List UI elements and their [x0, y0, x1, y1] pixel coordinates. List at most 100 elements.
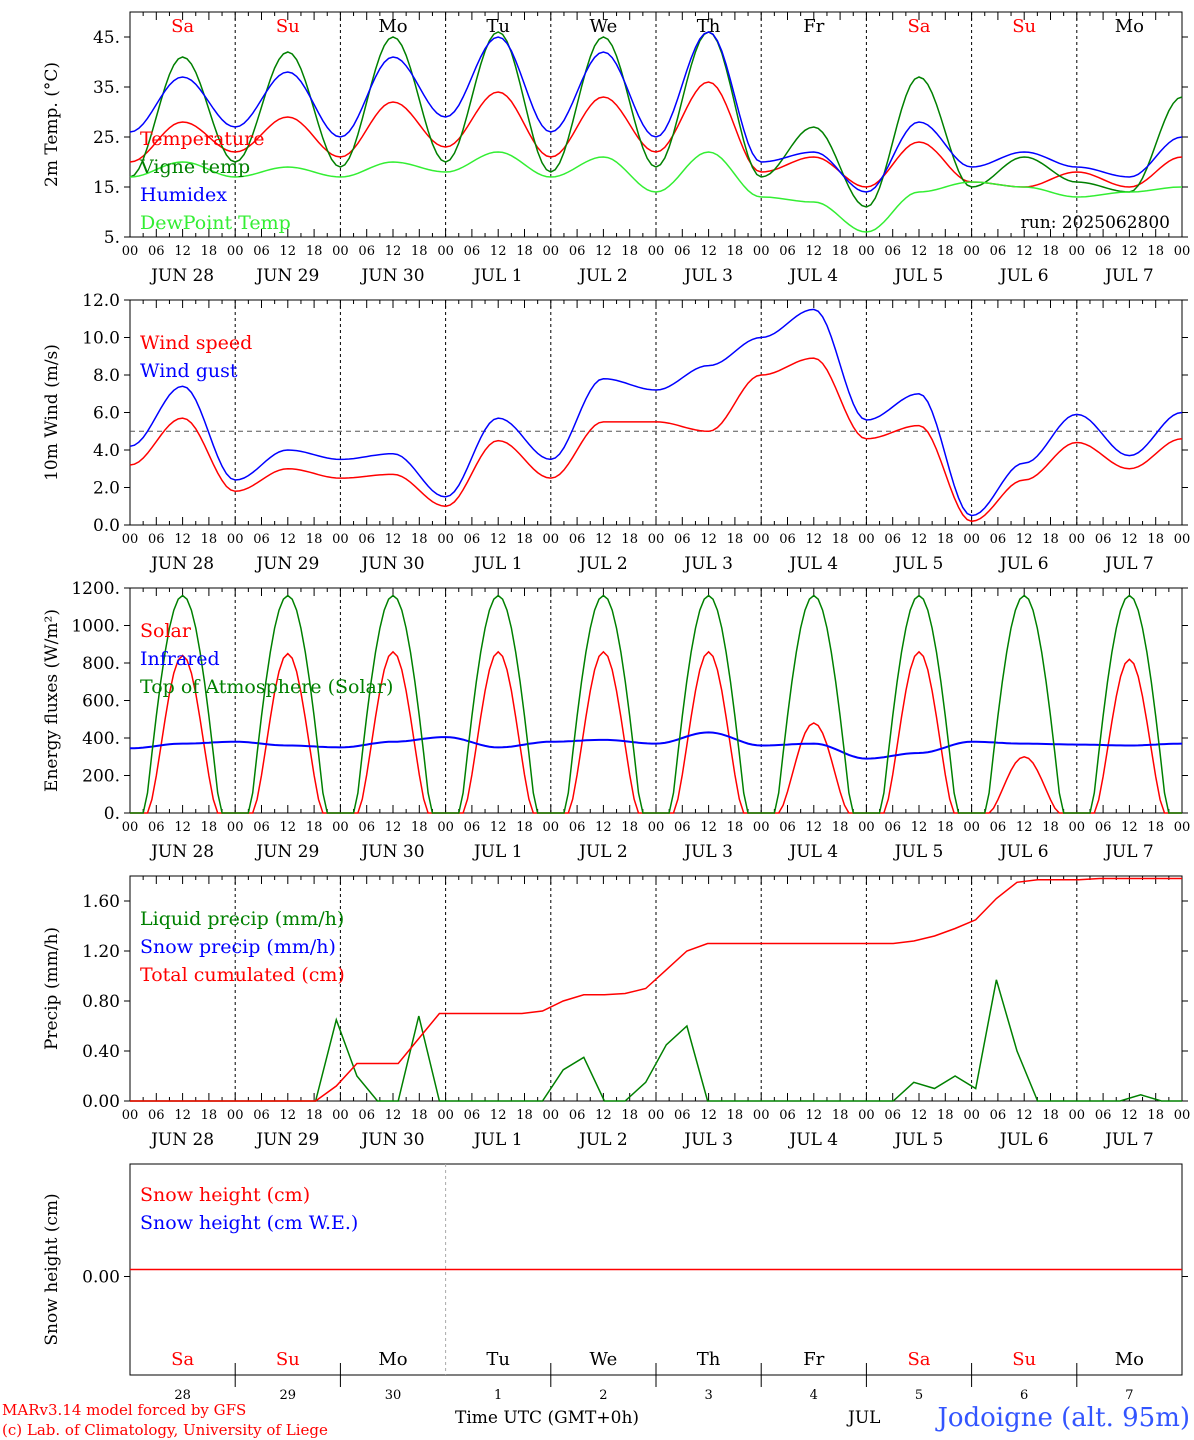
legend-entry: DewPoint Temp	[140, 212, 291, 234]
date-label: JUL 7	[1103, 266, 1154, 286]
hour-label: 06	[253, 532, 270, 547]
hour-label: 18	[937, 244, 954, 259]
date-label: JUL 2	[577, 554, 628, 574]
hour-label: 06	[990, 532, 1007, 547]
hour-label: 18	[1147, 820, 1164, 835]
hour-label: 00	[543, 532, 560, 547]
day-name: Tu	[486, 1349, 510, 1370]
date-label: JUN 29	[254, 266, 319, 286]
hour-label: 06	[253, 1108, 270, 1123]
hour-label: 00	[332, 244, 349, 259]
hour-label: 18	[832, 244, 849, 259]
hour-label: 18	[306, 820, 323, 835]
date-label: JUL 3	[682, 1130, 733, 1150]
hour-label: 06	[569, 1108, 586, 1123]
lab-credit: (c) Lab. of Climatology, University of L…	[2, 1421, 328, 1439]
hour-label: 12	[385, 820, 402, 835]
hour-label: 00	[858, 532, 875, 547]
hour-label: 06	[674, 532, 691, 547]
day-name: Sa	[171, 1349, 194, 1370]
day-name: Th	[697, 1349, 721, 1370]
date-label: JUL 5	[893, 842, 944, 862]
day-name: Mo	[378, 1349, 407, 1370]
time-axis-label: Time UTC (GMT+0h)	[455, 1408, 639, 1428]
hour-label: 00	[753, 820, 770, 835]
day-name: Fr	[803, 16, 824, 37]
legend-entry: Snow height (cm)	[140, 1184, 310, 1206]
day-number: 6	[1020, 1388, 1028, 1403]
hour-label: 06	[464, 244, 481, 259]
day-name: Su	[1012, 1349, 1036, 1370]
panel-5	[124, 1163, 1188, 1387]
date-label: JUN 30	[359, 1130, 424, 1150]
hour-label: 18	[832, 820, 849, 835]
hour-label: 06	[253, 820, 270, 835]
hour-label: 06	[569, 244, 586, 259]
y-tick-label: 5.	[104, 228, 120, 248]
hour-label: 12	[280, 1108, 297, 1123]
hour-label: 12	[1016, 820, 1033, 835]
hour-label: 12	[806, 1108, 823, 1123]
series-line-1	[129, 308, 1183, 517]
hour-label: 00	[227, 820, 244, 835]
hour-label: 12	[911, 1108, 928, 1123]
y-tick-label: 200.	[82, 767, 120, 787]
hour-label: 12	[1121, 244, 1138, 259]
hour-label: 18	[1147, 244, 1164, 259]
hour-label: 12	[806, 820, 823, 835]
date-label: JUL 6	[998, 1130, 1049, 1150]
hour-label: 06	[148, 244, 165, 259]
hour-label: 06	[779, 532, 796, 547]
hour-label: 06	[990, 820, 1007, 835]
day-number: 30	[385, 1388, 402, 1403]
legend-entry: Total cumulated (cm)	[140, 964, 345, 986]
date-label: JUN 29	[254, 554, 319, 574]
hour-label: 18	[201, 1108, 218, 1123]
series-line-0	[129, 357, 1183, 523]
run-label: run: 2025062800	[1021, 213, 1170, 233]
panel-2	[124, 299, 1188, 526]
day-number: 28	[174, 1388, 191, 1403]
y-axis-label: Precip (mm/h)	[42, 927, 62, 1050]
y-tick-label: 45.	[93, 28, 120, 48]
y-tick-label: 2.0	[93, 479, 120, 499]
y-tick-label: 0.	[104, 804, 120, 824]
hour-label: 00	[1174, 1108, 1191, 1123]
hour-label: 00	[543, 244, 560, 259]
y-axis-label: Snow height (cm)	[42, 1193, 62, 1345]
hour-label: 06	[779, 244, 796, 259]
hour-label: 06	[464, 532, 481, 547]
hour-label: 06	[884, 244, 901, 259]
hour-label: 06	[674, 820, 691, 835]
date-label: JUN 30	[359, 266, 424, 286]
hour-label: 06	[464, 1108, 481, 1123]
series-line-1	[129, 31, 1183, 208]
hour-label: 06	[464, 820, 481, 835]
date-label: JUN 28	[149, 554, 214, 574]
hour-label: 18	[201, 820, 218, 835]
legend-entry: Snow precip (mm/h)	[140, 936, 336, 958]
hour-label: 18	[621, 532, 638, 547]
hour-label: 00	[227, 244, 244, 259]
series-line-2	[130, 877, 1182, 1102]
hour-label: 12	[595, 244, 612, 259]
hour-label: 12	[280, 532, 297, 547]
day-name: Fr	[803, 1349, 824, 1370]
hour-label: 12	[911, 244, 928, 259]
day-number: 2	[599, 1388, 607, 1403]
hour-label: 12	[174, 244, 191, 259]
hour-label: 18	[621, 244, 638, 259]
hour-label: 06	[569, 532, 586, 547]
hour-label: 18	[516, 244, 533, 259]
date-label: JUN 28	[149, 1130, 214, 1150]
y-tick-label: 6.0	[93, 404, 120, 424]
hour-label: 18	[1042, 820, 1059, 835]
date-label: JUN 29	[254, 842, 319, 862]
hour-label: 12	[1016, 532, 1033, 547]
hour-label: 18	[832, 532, 849, 547]
y-tick-label: 4.0	[93, 441, 120, 461]
y-tick-label: 400.	[82, 729, 120, 749]
day-number: 7	[1125, 1388, 1133, 1403]
station-name: Jodoigne (alt. 95m)	[934, 1403, 1190, 1433]
hour-label: 18	[516, 532, 533, 547]
